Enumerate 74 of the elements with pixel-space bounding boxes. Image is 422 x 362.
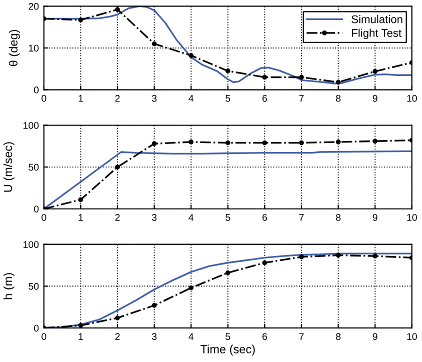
x-tick-label: 9 xyxy=(372,214,378,221)
x-tick-label: 7 xyxy=(299,94,304,102)
point xyxy=(372,68,378,74)
x-tick-label: 6 xyxy=(262,94,267,102)
point xyxy=(336,80,341,85)
point xyxy=(336,252,341,258)
x-tick-label: 9 xyxy=(372,94,378,102)
y-axis-title: h (m) xyxy=(3,273,14,300)
y-axis-title: U (m/sec) xyxy=(3,142,14,192)
point xyxy=(299,254,304,260)
point xyxy=(225,68,230,74)
point xyxy=(299,140,304,146)
x-tick-label: 8 xyxy=(336,94,341,102)
x-tick-label: 5 xyxy=(226,214,230,221)
x-tick-label: 2 xyxy=(115,214,120,221)
x-tick-label: 10 xyxy=(407,333,417,340)
x-tick-label: 5 xyxy=(226,333,230,340)
x-tick-label: 0 xyxy=(42,94,46,102)
y-axis-title: θ (deg) xyxy=(8,30,20,66)
legend-label: Flight Test xyxy=(352,28,402,40)
point xyxy=(262,74,268,80)
legend-label: Simulation xyxy=(352,15,402,24)
x-tick-label: 3 xyxy=(152,94,157,102)
y-tick-label: 10 xyxy=(28,44,39,52)
point xyxy=(225,140,230,146)
point xyxy=(336,140,341,144)
x-tick-label: 6 xyxy=(262,333,267,340)
point xyxy=(188,285,194,290)
point xyxy=(262,260,268,266)
x-tick-label: 8 xyxy=(336,214,341,221)
point xyxy=(188,53,194,58)
x-tick-label: 1 xyxy=(78,214,83,221)
x-tick-label: 2 xyxy=(115,333,120,340)
y-tick-label: 0 xyxy=(34,86,39,94)
x-tick-label: 4 xyxy=(188,333,194,340)
x-tick-label: 7 xyxy=(299,214,304,221)
x-axis-title: Time (sec) xyxy=(200,344,255,356)
point xyxy=(188,140,194,144)
y-tick-label: 100 xyxy=(24,241,39,248)
y-tick-label: 0 xyxy=(34,324,39,332)
x-tick-label: 10 xyxy=(407,94,417,102)
y-tick-label: 100 xyxy=(24,122,39,129)
x-tick-label: 5 xyxy=(226,94,230,102)
x-tick-label: 2 xyxy=(115,94,120,102)
point xyxy=(152,141,157,146)
point xyxy=(372,254,378,258)
x-tick-label: 8 xyxy=(336,333,341,340)
y-tick-label: 20 xyxy=(28,2,39,10)
point xyxy=(78,197,84,202)
y-tick-label: 50 xyxy=(28,164,39,171)
point xyxy=(115,316,120,320)
point xyxy=(78,18,84,22)
y-tick-label: 0 xyxy=(34,206,39,212)
x-tick-label: 10 xyxy=(407,214,417,221)
x-tick-label: 7 xyxy=(299,333,304,340)
x-tick-label: 3 xyxy=(152,333,157,340)
point xyxy=(372,138,378,144)
x-tick-label: 1 xyxy=(78,333,83,340)
point xyxy=(299,74,304,80)
x-tick-label: 0 xyxy=(42,333,46,340)
x-tick-label: 1 xyxy=(78,94,83,102)
point xyxy=(152,302,157,308)
x-tick-label: 6 xyxy=(262,214,267,221)
point xyxy=(115,7,120,12)
point xyxy=(115,164,120,170)
x-tick-label: 3 xyxy=(152,214,157,221)
x-tick-label: 4 xyxy=(188,94,194,102)
y-tick-label: 50 xyxy=(28,282,39,290)
x-tick-label: 0 xyxy=(42,214,46,221)
point xyxy=(225,270,230,276)
x-tick-label: 9 xyxy=(372,333,378,340)
x-tick-label: 4 xyxy=(188,214,194,221)
point xyxy=(262,140,268,146)
point xyxy=(152,41,157,46)
